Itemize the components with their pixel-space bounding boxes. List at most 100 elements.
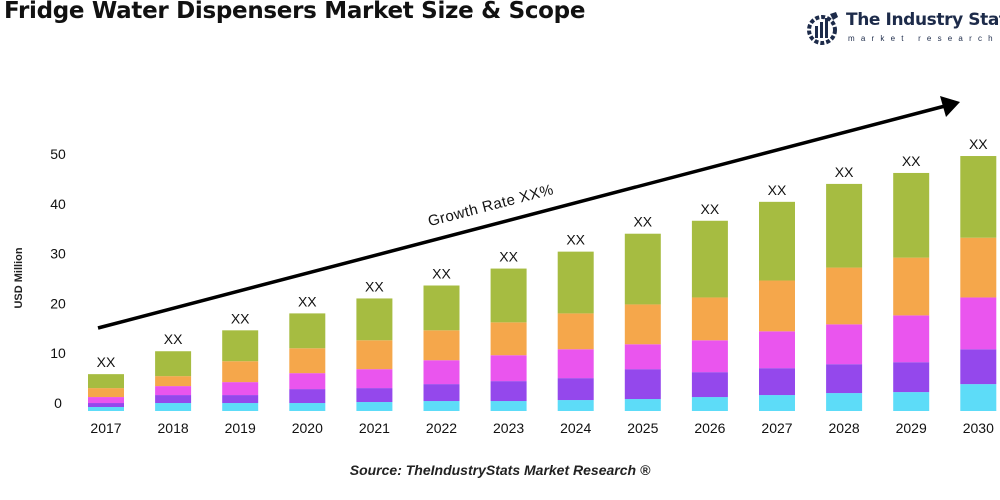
bar-segment [88, 407, 124, 411]
logo: The Industry Stats market research [806, 8, 1000, 48]
bar-segment [356, 388, 393, 403]
gear-chart-icon [807, 12, 838, 45]
bar-segment [893, 392, 930, 411]
bar-segment [826, 267, 863, 325]
bar-segment [691, 340, 728, 373]
bar-segment [289, 313, 326, 349]
bar-segment [826, 364, 863, 394]
data-label: XX [97, 354, 116, 370]
logo-name: The Industry Stats [846, 10, 1000, 30]
x-tick-label: 2028 [829, 420, 860, 436]
y-tick-label: 20 [50, 295, 66, 311]
x-tick-label: 2022 [426, 420, 457, 436]
data-label: XX [969, 136, 988, 152]
x-tick-label: 2024 [560, 420, 591, 436]
bar-segment [557, 378, 594, 401]
bar-segment [289, 348, 326, 374]
bar-segment [289, 389, 326, 404]
bar-segment [155, 395, 192, 404]
bar-segment [624, 344, 661, 370]
x-tick-label: 2027 [761, 420, 792, 436]
bar-segment [691, 397, 728, 411]
bar-stack-2027: XX [759, 182, 795, 411]
y-tick-label: 0 [54, 395, 62, 411]
y-tick-label: 40 [50, 196, 66, 212]
bar-segment [893, 362, 930, 393]
x-tick-label: 2030 [963, 420, 994, 436]
bar-segment [490, 322, 527, 356]
bar-segment [222, 361, 259, 383]
bar-segment [893, 315, 930, 363]
bar-segment [624, 233, 661, 305]
y-tick-label: 50 [50, 146, 66, 162]
bar-segment [222, 330, 259, 362]
bar-stack-2020: XX [289, 293, 326, 411]
x-tick-label: 2018 [158, 420, 189, 436]
bar-segment [222, 395, 259, 404]
bar-segment [423, 330, 460, 361]
growth-annotation: Growth Rate XX% [426, 181, 555, 230]
data-label: XX [164, 331, 183, 347]
bar-segment [691, 220, 728, 298]
bar-segment [624, 369, 661, 400]
bar-segment [557, 349, 594, 379]
bar-segment [826, 324, 863, 365]
bar-segment [356, 369, 393, 389]
bar-chart: 01020304050XXXXXXXXXXXXXXXXXXXXXXXXXXXX2… [13, 96, 997, 436]
bar-stack-2026: XX [691, 201, 728, 411]
growth-arrow [97, 104, 946, 330]
bar-segment [423, 384, 460, 402]
bar-stack-2030: XX [960, 136, 997, 411]
bar-segment [423, 360, 460, 385]
bar-segment [759, 331, 795, 369]
bar-segment [557, 251, 594, 314]
bar-segment [893, 257, 930, 316]
bar-segment [893, 172, 930, 258]
data-label: XX [298, 293, 317, 309]
y-tick-label: 10 [50, 345, 66, 361]
bar-segment [624, 399, 661, 411]
bar-segment [423, 401, 460, 411]
x-tick-label: 2021 [359, 420, 390, 436]
data-label: XX [432, 266, 451, 282]
bar-segment [960, 237, 997, 298]
bar-segment [759, 280, 795, 332]
bar-segment [759, 395, 795, 411]
source-note: Source: TheIndustryStats Market Research… [349, 462, 651, 478]
bar-segment [691, 372, 728, 398]
x-tick-label: 2017 [90, 420, 121, 436]
bar-segment [88, 374, 124, 389]
arrow-head-icon [940, 96, 960, 117]
data-label: XX [701, 201, 720, 217]
x-tick-label: 2025 [627, 420, 658, 436]
bar-stack-2023: XX [490, 249, 527, 411]
bar-segment [222, 403, 259, 411]
bar-segment [490, 381, 527, 402]
bar-stack-2019: XX [222, 310, 259, 411]
bar-segment [557, 400, 594, 411]
data-label: XX [768, 182, 787, 198]
bar-segment [759, 368, 795, 396]
data-label: XX [365, 278, 384, 294]
bar-segment [88, 397, 124, 404]
bar-segment [222, 382, 259, 396]
bar-segment [356, 298, 393, 341]
bar-segment [691, 297, 728, 341]
chart-title: Fridge Water Dispensers Market Size & Sc… [4, 0, 586, 24]
bar-segment [826, 183, 863, 268]
data-label: XX [566, 232, 585, 248]
bar-stack-2021: XX [356, 278, 393, 411]
bar-stack-2029: XX [893, 153, 930, 411]
bar-segment [155, 376, 192, 387]
y-tick-label: 30 [50, 246, 66, 262]
data-label: XX [499, 249, 518, 265]
y-axis-label: USD Million [13, 247, 25, 308]
data-label: XX [231, 310, 250, 326]
bar-segment [960, 384, 997, 411]
bar-segment [356, 402, 393, 411]
bar-segment [960, 297, 997, 350]
bar-segment [289, 403, 326, 411]
bar-segment [155, 386, 192, 396]
bar-segment [88, 388, 124, 398]
